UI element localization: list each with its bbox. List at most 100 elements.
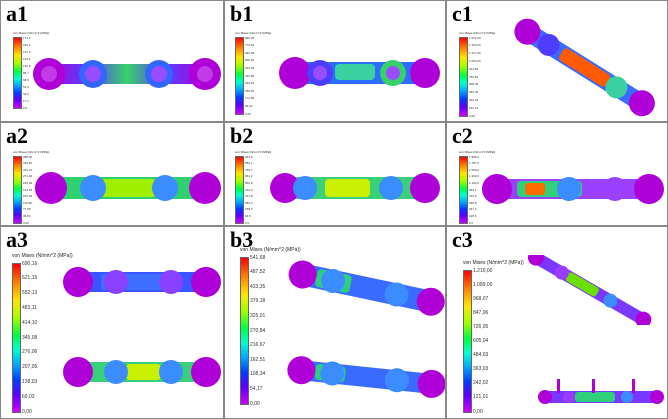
legend-tick-label: 456,30	[469, 90, 479, 95]
panel-b3: b3 von Mises (N/mm^2 (MPa)) 541,68 487,52…	[224, 226, 446, 419]
panel-label: c3	[452, 227, 473, 252]
panel-a2: a2 von Mises (N/mm^2 (MPa)) 388,40 349,60…	[0, 122, 224, 226]
legend-tick-label: 1.589,0	[469, 167, 480, 172]
panel-c3: c3 von Mises (N/mm^2 (MPa)) 1.210,00 1.08…	[446, 226, 668, 419]
legend-tick-label: 912,60	[469, 66, 479, 71]
colorbar	[240, 257, 249, 405]
plate-model-image	[482, 174, 664, 204]
legend-tick-label: 433,35	[250, 283, 266, 290]
legend-tick-label: 38,84	[23, 213, 31, 218]
legend-tick-label: 121,01	[473, 394, 489, 401]
legend-title: von Mises (N/mm^2 (MPa))	[12, 253, 73, 259]
legend-tick-label: 0,0	[469, 220, 474, 225]
legend-tick-label: 345,08	[22, 334, 38, 341]
legend-tick-label: 108,34	[250, 371, 266, 378]
legend-tick-label: 847,06	[473, 309, 489, 316]
panel-label: b3	[230, 227, 254, 252]
panel-a3: a3 von Mises (N/mm^2 (MPa)) 690,16 621,15…	[0, 226, 224, 419]
legend-tick-label: 397,2	[469, 207, 477, 212]
legend-tick-label: 0,00	[245, 111, 251, 116]
legend-tick-label: 1.065,00	[469, 58, 481, 63]
legend-title: von Mises (N/mm^2 (MPa))	[13, 31, 50, 35]
legend-tick-label: 188,9	[245, 207, 253, 212]
legend-tick-label: 1.390,0	[469, 174, 480, 179]
legend-tick-label: 552,13	[22, 290, 38, 297]
legend-tick-label: 1.089,00	[473, 281, 493, 288]
legend-tick-label: 102,8	[23, 63, 31, 68]
legend-tick-label: 283,4	[245, 200, 253, 205]
colorbar	[235, 37, 244, 115]
legend-tick-label: 432,80	[245, 73, 255, 78]
legend-title: von Mises (N/mm^2 (MPa))	[13, 150, 50, 154]
legend-tick-label: 304,20	[469, 97, 479, 102]
legend-tick-label: 172,80	[245, 96, 255, 101]
legend-tick-label: 605,04	[473, 338, 489, 344]
legend-tick-label: 1.369,00	[469, 43, 481, 48]
panel-c2: c2 von Mises (N/mm^2 (MPa)) 1.986,0 1.787…	[446, 122, 668, 226]
legend-tick-label: 0,00	[250, 400, 260, 407]
legend-tick-label: 152,10	[469, 105, 479, 110]
legend-tick-label: 993,1	[469, 187, 477, 192]
plate-model-image-top	[288, 260, 445, 316]
legend-tick-label: 216,67	[250, 342, 266, 349]
panel-label: a3	[6, 227, 28, 252]
colorbar	[13, 37, 22, 109]
legend-tick-label: 0,00	[473, 408, 483, 415]
legend-tick-label: 483,11	[22, 304, 37, 311]
legend-tick-label: 1.192,0	[469, 180, 480, 185]
legend-tick-label: 138,03	[22, 378, 38, 385]
legend-tick-label: 77,68	[23, 207, 31, 212]
legend-tick-label: 541,68	[250, 254, 266, 261]
legend-tick-label: 661,2	[245, 174, 253, 179]
legend-tick-label: 0,00	[22, 408, 32, 415]
plate-model-image	[33, 58, 221, 90]
legend-tick-label: 519,50	[245, 65, 255, 70]
legend-tick-label: 472,3	[245, 187, 253, 192]
legend-tick-label: 0,0	[23, 105, 28, 110]
legend-tick-label: 310,70	[23, 167, 33, 172]
legend-tick-label: 944,6	[245, 154, 253, 159]
legend-title: von Mises (N/mm^2 (MPa))	[235, 150, 272, 154]
legend-tick-label: 349,60	[23, 161, 33, 166]
legend-tick-label: 794,5	[469, 194, 477, 199]
plate-model-image	[270, 173, 440, 203]
legend-tick-label: 1.986,0	[469, 154, 480, 159]
colorbar	[13, 156, 22, 224]
colorbar-legend: von Mises (N/mm^2 (MPa)) 388,40 349,60 310…	[13, 150, 53, 225]
panel-label: a1	[6, 1, 28, 26]
legend-tick-label: 566,8	[245, 180, 253, 185]
legend-tick-label: 198,6	[469, 213, 477, 218]
legend-tick-label: 621,15	[22, 275, 38, 282]
legend-title: von Mises (N/mm^2 (MPa))	[463, 260, 524, 266]
legend-tick-label: 692,90	[245, 50, 255, 55]
legend-tick-label: 850,1	[245, 161, 253, 166]
panel-a1: a1 von Mises (N/mm^2 (MPa)) 171,3 154,2 13…	[0, 0, 224, 122]
plate-model-image	[514, 18, 655, 117]
colorbar-legend: von Mises (N/mm^2 (MPa)) 690,16 621,15 552…	[12, 253, 73, 415]
legend-tick-label: 119,9	[23, 56, 31, 61]
plate-model-image	[35, 172, 221, 204]
legend-tick-label: 85,7	[23, 70, 29, 75]
legend-tick-label: 325,01	[250, 312, 266, 319]
colorbar	[459, 37, 468, 117]
legend-tick-label: 608,40	[469, 82, 479, 87]
colorbar-legend: von Mises (N/mm^2 (MPa)) 1.210,00 1.089,0…	[463, 260, 524, 415]
legend-tick-label: 276,06	[22, 349, 38, 356]
legend-tick-label: 0,0	[245, 220, 250, 225]
legend-tick-label: 116,50	[23, 200, 32, 205]
legend-tick-label: 51,4	[23, 84, 29, 89]
legend-tick-label: 487,52	[250, 269, 266, 276]
legend-title: von Mises (N/mm^2 (MPa))	[459, 31, 496, 35]
legend-tick-label: 779,60	[245, 43, 255, 48]
colorbar-legend: von Mises (N/mm^2 (MPa)) 541,68 487,52 433…	[240, 247, 301, 407]
colorbar	[463, 270, 472, 413]
legend-tick-label: 17,1	[23, 98, 29, 103]
panel-label: c1	[452, 1, 473, 26]
plate-model-image-top	[63, 267, 221, 297]
legend-tick-label: 968,07	[473, 295, 489, 302]
panel-label: b1	[230, 1, 254, 26]
legend-tick-label: 606,20	[245, 58, 255, 63]
legend-tick-label: 1.210,00	[473, 267, 493, 274]
plate-model-image-bottom	[287, 356, 445, 398]
